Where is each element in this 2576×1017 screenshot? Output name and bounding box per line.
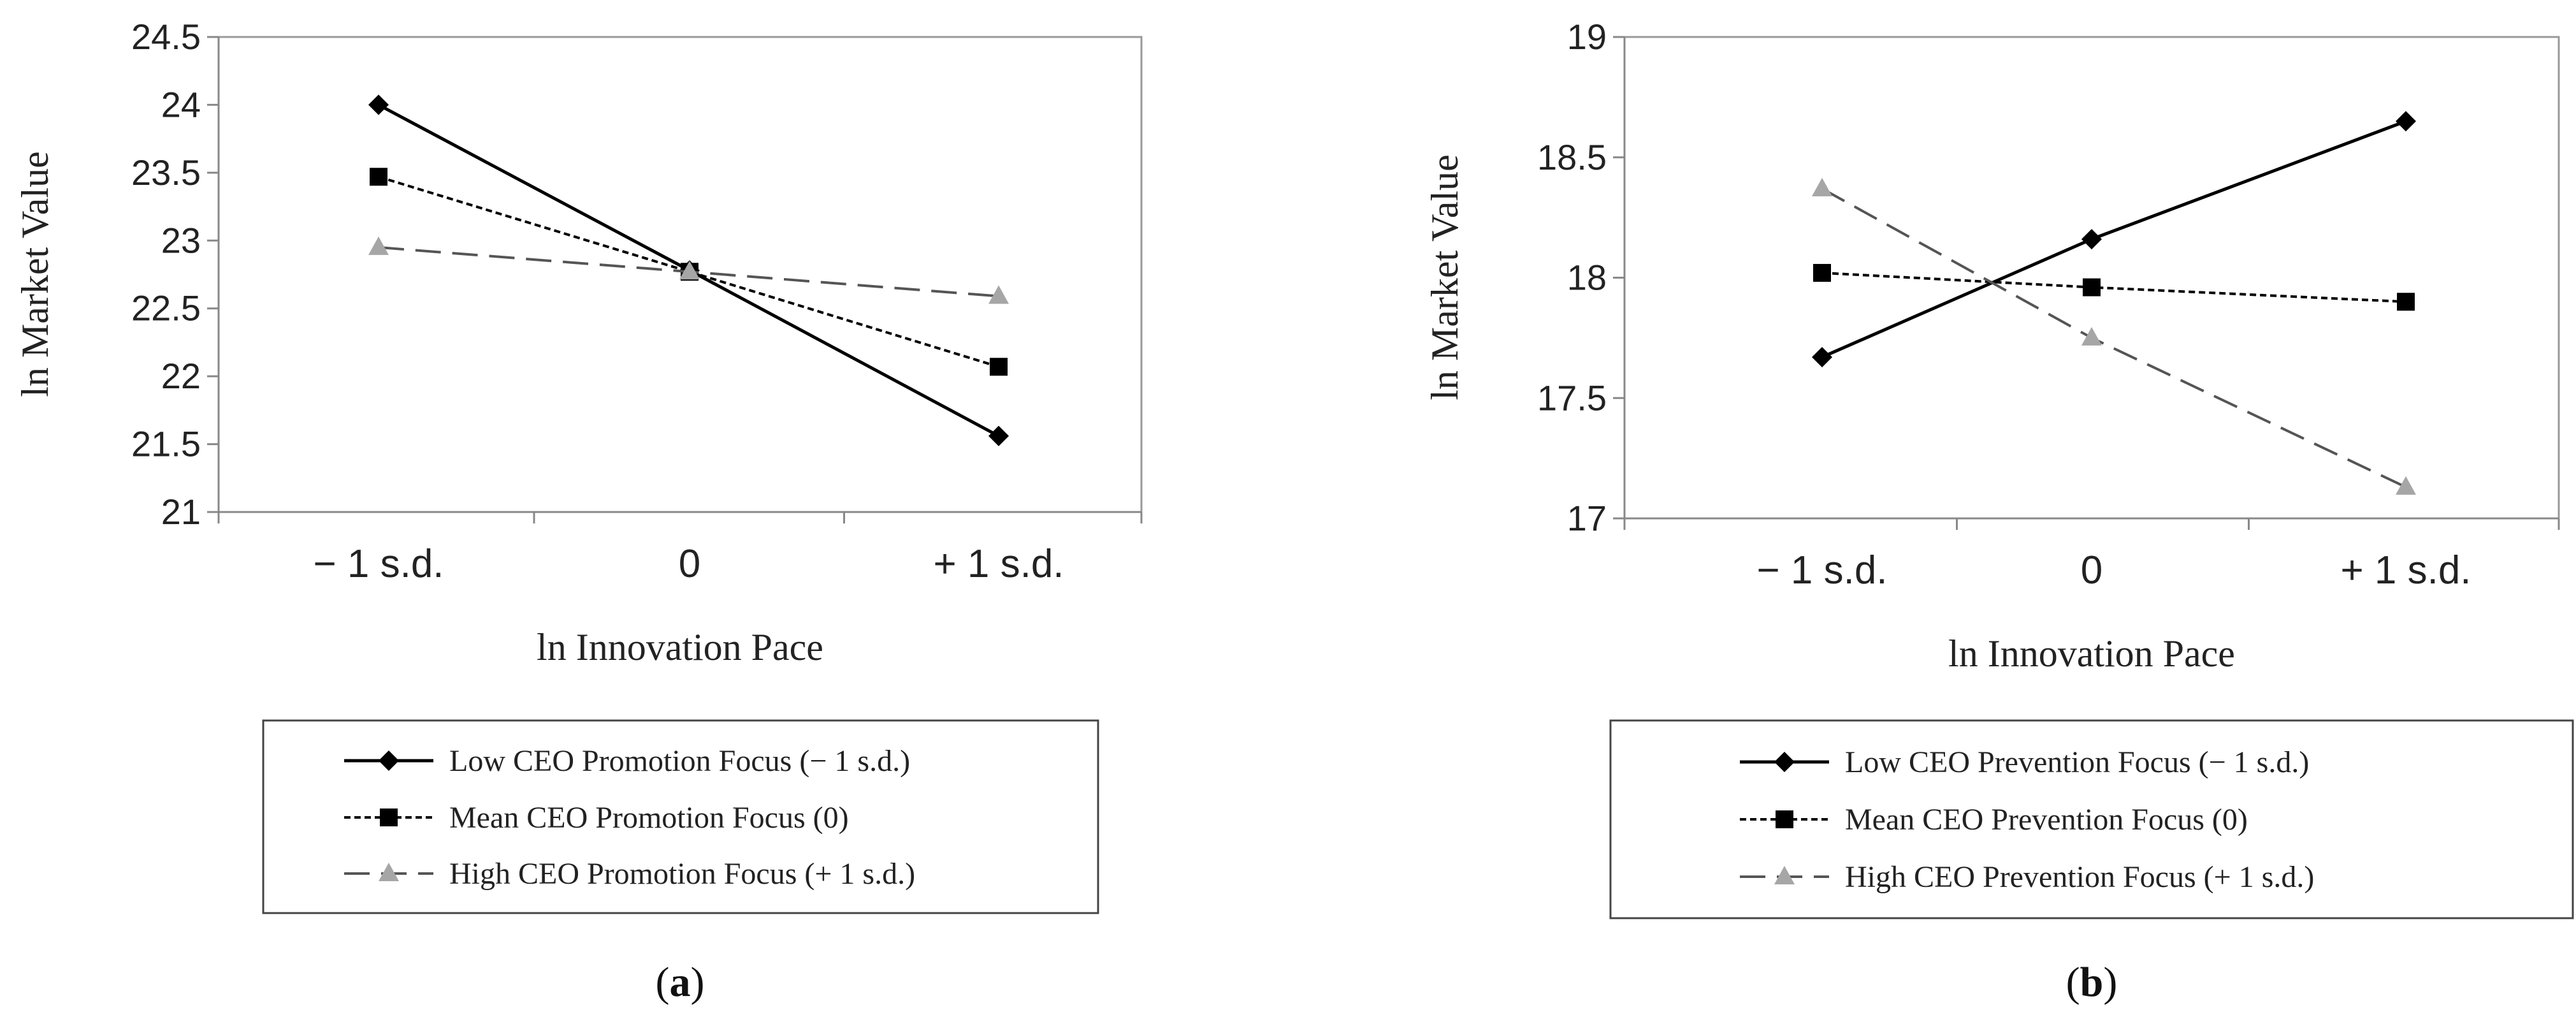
- series-line-a-1: [378, 175, 999, 369]
- legend-a: Low CEO Promotion Focus (− 1 s.d.) Mean C…: [344, 744, 915, 891]
- legend-swatch-marker-a-0: [379, 750, 399, 771]
- data-point-b-1-2: [2397, 293, 2415, 311]
- data-point-a-2-2: [988, 285, 1009, 304]
- series-group-b: [1812, 111, 2416, 495]
- legend-swatch-marker-a-1: [380, 808, 398, 826]
- y-tick-label: 22: [161, 356, 201, 396]
- y-tick-label: 23.5: [131, 152, 201, 193]
- legend-swatch-marker-b-2: [1774, 866, 1795, 884]
- axes-a: 21 21.5 22 22.5 23 23.5 24 24.5 − 1 s.d. 0 + 1 s.d…: [131, 17, 1143, 586]
- legend-entry-b-1: Mean CEO Prevention Focus (0): [1845, 803, 2248, 837]
- plot-area-b: [1623, 36, 2560, 520]
- data-point-b-1-0: [1813, 263, 1831, 282]
- legend-entry-a-1: Mean CEO Promotion Focus (0): [449, 801, 849, 835]
- y-tick-label: 18.5: [1537, 137, 1607, 177]
- x-tick-label: − 1 s.d.: [313, 542, 444, 586]
- data-point-b-0-0: [1812, 347, 1832, 368]
- legend-swatch-marker-b-0: [1774, 752, 1795, 772]
- legend-swatch-marker-b-1: [1776, 810, 1793, 828]
- y-axis-title-b: ln Market Value: [1424, 154, 1466, 400]
- y-tick-label: 21: [161, 492, 201, 532]
- data-point-a-2-0: [368, 236, 389, 255]
- y-tick-label: 23: [161, 220, 201, 260]
- data-point-b-2-1: [2081, 326, 2102, 346]
- axes-b: 17 17.5 18 18.5 19 − 1 s.d. 0 + 1 s.d.: [1537, 17, 2560, 592]
- plot-area-a: [217, 36, 1143, 513]
- data-point-a-2-1: [679, 261, 700, 280]
- x-tick-label: 0: [679, 542, 700, 586]
- data-point-a-0-0: [368, 94, 389, 115]
- series-group-a: [368, 94, 1009, 446]
- data-point-a-0-2: [988, 425, 1009, 446]
- x-tick-label: + 1 s.d.: [2340, 548, 2471, 592]
- x-tick-label: + 1 s.d.: [933, 542, 1064, 586]
- data-point-b-0-2: [2396, 111, 2416, 132]
- legend-entry-a-0: Low CEO Promotion Focus (− 1 s.d.): [449, 744, 910, 778]
- data-point-b-0-1: [2081, 229, 2102, 250]
- y-tick-label: 18: [1567, 258, 1607, 298]
- x-tick-label: − 1 s.d.: [1756, 548, 1887, 592]
- x-axis-title-a: ln Innovation Pace: [537, 626, 823, 668]
- y-tick-label: 17: [1567, 498, 1607, 538]
- x-axis-title-b: ln Innovation Pace: [1948, 633, 2235, 675]
- y-axis-title-a: ln Market Value: [14, 151, 56, 397]
- y-tick-label: 24.5: [131, 17, 201, 57]
- panel-label-a: (a): [656, 959, 705, 1006]
- legend-b: Low CEO Prevention Focus (− 1 s.d.) Mean …: [1740, 745, 2314, 894]
- x-tick-label: 0: [2081, 548, 2102, 592]
- y-tick-label: 22.5: [131, 288, 201, 328]
- data-point-b-1-1: [2083, 278, 2101, 296]
- legend-box-a: [262, 719, 1099, 914]
- panel-a: 21 21.5 22 22.5 23 23.5 24 24.5 − 1 s.d. 0 + 1 s.d…: [14, 17, 1143, 1006]
- legend-entry-b-2: High CEO Prevention Focus (+ 1 s.d.): [1845, 860, 2314, 894]
- y-tick-label: 24: [161, 84, 201, 124]
- legend-entry-a-2: High CEO Promotion Focus (+ 1 s.d.): [449, 857, 915, 891]
- legend-swatch-marker-a-2: [379, 863, 399, 881]
- data-point-b-2-0: [1812, 177, 1832, 196]
- panel-b: 17 17.5 18 18.5 19 − 1 s.d. 0 + 1 s.d. ln Marke…: [1424, 17, 2574, 1006]
- data-point-a-1-2: [990, 358, 1008, 376]
- y-tick-label: 19: [1567, 17, 1607, 57]
- y-tick-label: 21.5: [131, 424, 201, 464]
- data-point-a-1-0: [370, 168, 387, 186]
- y-tick-label: 17.5: [1537, 377, 1607, 418]
- legend-entry-b-0: Low CEO Prevention Focus (− 1 s.d.): [1845, 745, 2309, 779]
- data-point-b-2-2: [2396, 476, 2416, 495]
- panel-label-b: (b): [2066, 959, 2118, 1006]
